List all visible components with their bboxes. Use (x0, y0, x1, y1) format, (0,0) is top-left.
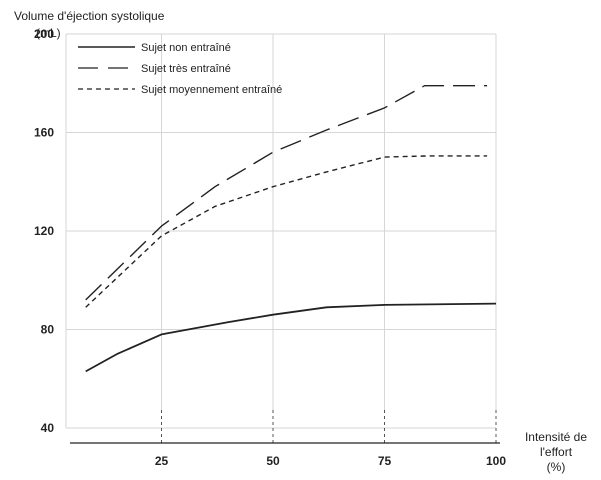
y-tick-label-160: 160 (34, 126, 54, 140)
y-tick-label-200: 200 (34, 27, 54, 41)
series-line-3 (85, 155, 488, 308)
y-axis-unit: (mL) (36, 26, 61, 40)
x-tick-label-75: 75 (378, 454, 392, 468)
x-tick-label-100: 100 (486, 454, 506, 468)
grid (66, 33, 497, 429)
legend-label-2: Sujet très entraîné (141, 63, 231, 75)
legend: Sujet non entraîné Sujet très entraîné Suj… (78, 42, 282, 96)
series (85, 85, 497, 373)
x-axis-title-line2: l'effort (540, 445, 573, 459)
legend-label-3: Sujet moyennement entraîné (141, 84, 282, 96)
x-axis-title: Intensité de (525, 430, 587, 444)
legend-label-1: Sujet non entraîné (141, 42, 231, 54)
x-tick-label-50: 50 (266, 454, 280, 468)
x-axis-unit: (%) (547, 460, 566, 474)
y-axis-title: Volume d'éjection systolique (14, 9, 165, 23)
y-tick-label-40: 40 (41, 421, 55, 435)
y-tick-label-80: 80 (41, 323, 55, 337)
series-line-1 (85, 302, 497, 373)
series-line-2 (85, 85, 488, 301)
x-tick-label-25: 25 (155, 454, 169, 468)
axes: 40 80 120 160 200 25 50 75 100 (34, 27, 506, 468)
y-tick-label-120: 120 (34, 224, 54, 238)
